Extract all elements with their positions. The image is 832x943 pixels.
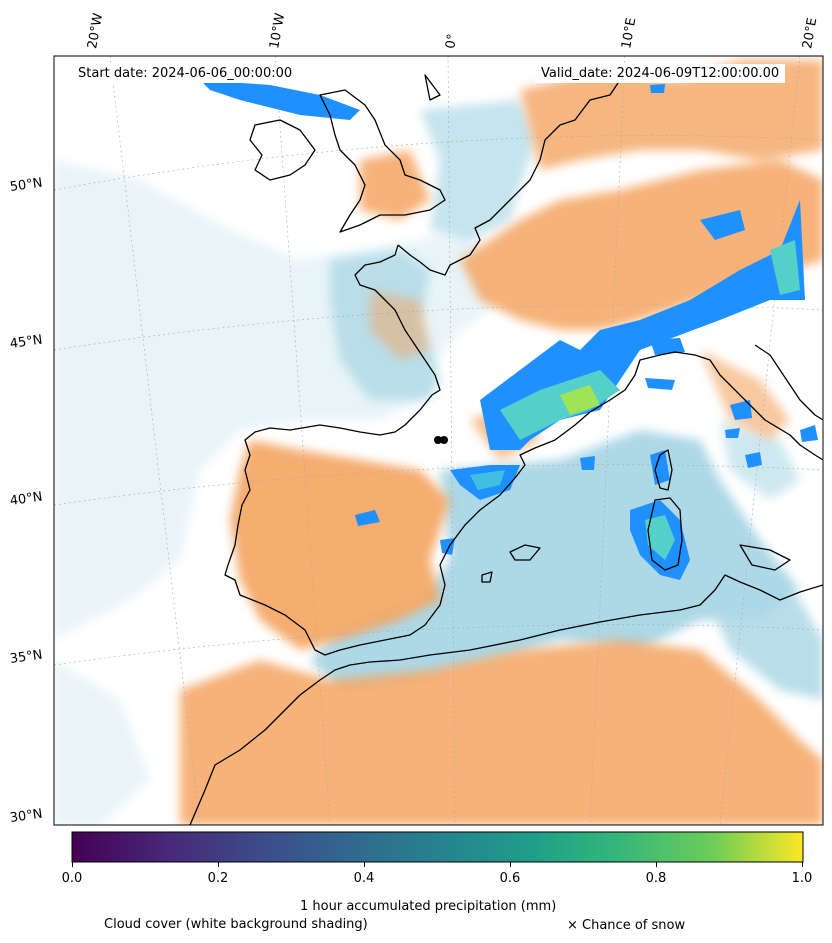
- colorbar-tick-label: 0.2: [207, 871, 229, 886]
- colorbar-tick-label: 1.0: [791, 871, 813, 886]
- colorbar-tickmark: [72, 862, 73, 867]
- colorbar-tickmark: [656, 862, 657, 867]
- coastlines: [189, 74, 823, 825]
- snow-markers: [434, 436, 448, 444]
- precipitation-areas: [200, 80, 818, 580]
- valid-date-label: Valid_date: 2024-06-09T12:00:00.00: [535, 64, 786, 83]
- colorbar-tick-label: 0.4: [353, 871, 375, 886]
- colorbar-title: 1 hour accumulated precipitation (mm): [300, 899, 557, 914]
- colorbar-tickmark: [364, 862, 365, 867]
- colorbar-tick-label: 0.6: [499, 871, 521, 886]
- colorbar-tickmark: [802, 862, 803, 867]
- graticule: [54, 56, 823, 825]
- colorbar-tickmark: [510, 862, 511, 867]
- map-area: [54, 56, 823, 825]
- colorbar-tick-label: 0.0: [61, 871, 83, 886]
- start-date-label: Start date: 2024-06-06_00:00:00: [72, 64, 299, 83]
- colorbar: [71, 831, 804, 863]
- cloud-cover-legend: Cloud cover (white background shading): [104, 917, 368, 932]
- map-frame: [53, 55, 824, 826]
- colorbar-tickmark: [218, 862, 219, 867]
- snow-legend: × Chance of snow: [567, 918, 686, 933]
- lon-label: 0°: [443, 32, 461, 50]
- colorbar-tick-label: 0.8: [645, 871, 667, 886]
